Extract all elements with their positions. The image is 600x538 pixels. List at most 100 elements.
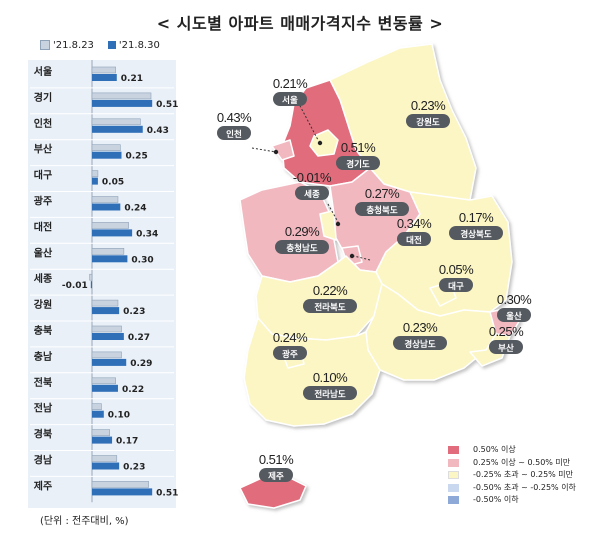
map-name-label: 충청북도 — [366, 205, 397, 216]
bar-curr — [92, 410, 104, 418]
value-label: 0.17 — [116, 437, 138, 447]
value-label: 0.25 — [126, 152, 148, 162]
map-value-label: 0.17% — [459, 210, 494, 225]
map-label-group: 0.34% 대전 — [397, 216, 433, 246]
map-legend: 0.50% 이상 0.25% 이상 ~ 0.50% 미만 -0.25% 초과 ~… — [448, 444, 576, 507]
category-label: 충북 — [34, 324, 52, 337]
map-value-label: 0.24% — [273, 330, 308, 345]
map-name-label: 경상남도 — [404, 339, 435, 350]
map-name-label: 전라남도 — [314, 389, 345, 400]
bar-prev — [91, 325, 122, 333]
value-label: 0.22 — [122, 385, 144, 395]
bar-prev — [91, 92, 152, 100]
bar-prev — [91, 118, 141, 126]
map-name-badge — [303, 386, 357, 400]
category-label: 울산 — [34, 246, 53, 259]
category-label: 서울 — [34, 65, 52, 78]
map-name-badge — [355, 202, 409, 216]
map-legend-item: -0.50% 이하 — [448, 494, 576, 507]
map-name-label: 세종 — [304, 189, 320, 200]
bar-curr — [92, 488, 153, 496]
map-value-label: 0.51% — [341, 140, 376, 155]
map-value-label: -0.01% — [293, 170, 332, 185]
bar-prev — [91, 144, 121, 151]
bar-curr — [92, 125, 143, 133]
bar-prev — [91, 377, 116, 385]
map-label-group: 0.27% 충청북도 — [355, 186, 409, 216]
category-label: 전남 — [34, 402, 53, 415]
value-label: 0.30 — [131, 255, 153, 265]
map-label-group: 0.24% 광주 — [273, 330, 309, 360]
map-label-group: 0.05% 대구 — [439, 262, 475, 292]
map-name-label: 제주 — [268, 471, 284, 482]
bar-prev — [91, 196, 119, 203]
bar-legend: '21.8.23 '21.8.30 — [40, 40, 160, 51]
map-label-group: -0.01% 세종 — [293, 170, 333, 200]
map-name-badge — [217, 126, 251, 140]
bar-curr — [90, 281, 92, 289]
map-name-badge — [303, 299, 357, 313]
value-label: 0.10 — [108, 411, 130, 421]
map-value-label: 0.05% — [439, 262, 474, 277]
category-label: 강원 — [34, 298, 52, 311]
region-jeju — [239, 477, 307, 509]
map-legend-item: -0.25% 초과 ~ 0.25% 미만 — [448, 469, 576, 482]
category-label: 경북 — [34, 428, 52, 441]
value-label: 0.23 — [123, 463, 145, 473]
value-label: 0.23 — [123, 307, 145, 317]
map-label-group: 0.23% 경상남도 — [393, 320, 447, 350]
bar-prev — [91, 222, 129, 229]
seoul-dot — [317, 140, 323, 146]
unit-note: (단위 : 전주대비, %) — [40, 516, 129, 527]
map-label-group: 0.10% 전라남도 — [303, 370, 357, 400]
map-name-label: 광주 — [282, 349, 298, 360]
map-value-label: 0.51% — [259, 452, 294, 467]
map-value-label: 0.43% — [217, 110, 252, 125]
bar-curr — [92, 436, 113, 444]
bar-curr — [92, 99, 153, 107]
bar-prev — [91, 248, 125, 255]
map-name-badge — [449, 226, 503, 240]
map-name-label: 강원도 — [416, 117, 440, 128]
category-label: 제주 — [34, 479, 52, 492]
map-value-label: 0.30% — [497, 292, 532, 307]
bar-curr — [92, 358, 127, 366]
category-label: 광주 — [34, 196, 52, 208]
map-name-badge — [393, 336, 447, 350]
map-name-label: 충청남도 — [286, 243, 317, 254]
map-label-group: 0.17% 경상북도 — [449, 210, 503, 240]
bar-prev — [91, 351, 122, 359]
category-label: 대구 — [34, 169, 52, 182]
map-name-badge — [275, 240, 329, 254]
map-name-label: 서울 — [282, 95, 298, 106]
value-label: -0.01 — [62, 281, 88, 291]
map-name-label: 대전 — [406, 235, 422, 246]
map-value-label: 0.23% — [411, 98, 446, 113]
map-name-label: 경상북도 — [460, 229, 491, 240]
map-label-group: 0.25% 부산 — [489, 324, 525, 354]
incheon-dot — [273, 149, 279, 155]
incheon-leader — [251, 147, 277, 153]
bar-prev — [91, 403, 102, 411]
map-value-label: 0.21% — [273, 76, 308, 91]
map-name-badge — [439, 278, 473, 292]
map-name-badge — [273, 346, 307, 360]
map-label-group: 0.29% 충청남도 — [275, 224, 329, 254]
legend-item-curr: '21.8.30 — [107, 40, 160, 51]
value-label: 0.51 — [156, 488, 178, 498]
map-name-label: 부산 — [498, 343, 514, 354]
category-label: 충남 — [34, 350, 53, 363]
value-label: 0.43 — [147, 126, 169, 136]
bar-curr — [92, 151, 122, 159]
map-name-label: 경기도 — [346, 159, 370, 170]
map-name-label: 대구 — [448, 281, 464, 292]
map-name-badge — [406, 114, 450, 128]
map-label-group: 0.51% 제주 — [259, 452, 295, 482]
bar-curr — [92, 255, 128, 263]
map-value-label: 0.25% — [489, 324, 524, 339]
map-name-badge — [397, 232, 431, 246]
map-value-label: 0.10% — [313, 370, 348, 385]
category-label: 부산 — [34, 143, 53, 156]
map-legend-item: 0.25% 이상 ~ 0.50% 미만 — [448, 457, 576, 470]
